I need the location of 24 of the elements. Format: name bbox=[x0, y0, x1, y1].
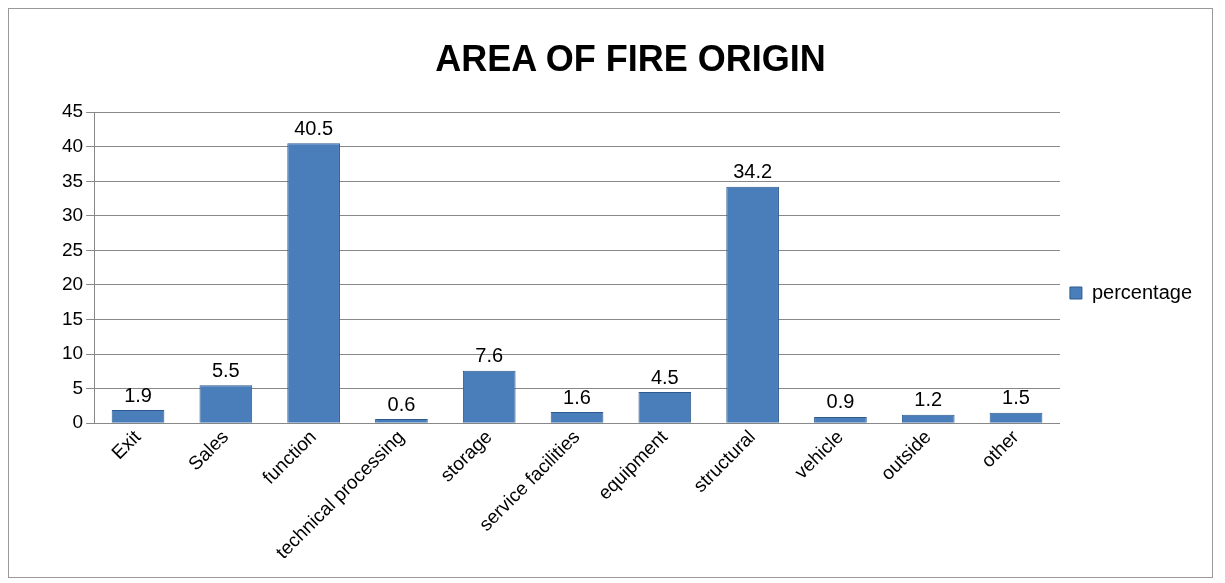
data-label: 0.9 bbox=[826, 390, 855, 413]
y-tick-label: 45 bbox=[61, 100, 84, 122]
data-label: 34.2 bbox=[733, 160, 773, 183]
y-tick-label: 15 bbox=[61, 307, 84, 329]
y-tick-label: 5 bbox=[72, 376, 84, 398]
y-tick-label: 0 bbox=[72, 411, 84, 433]
data-label: 0.6 bbox=[387, 392, 416, 415]
legend-label: percentage bbox=[1091, 280, 1192, 303]
chart-title: AREA OF FIRE ORIGIN bbox=[435, 37, 826, 79]
data-label: 5.5 bbox=[211, 358, 240, 381]
data-label: 7.6 bbox=[475, 344, 504, 367]
y-tick-label: 10 bbox=[61, 342, 84, 364]
data-label: 1.9 bbox=[124, 383, 152, 406]
data-label: 4.5 bbox=[650, 365, 679, 388]
y-tick-label: 35 bbox=[61, 169, 84, 191]
data-label: 40.5 bbox=[294, 116, 334, 139]
y-tick-label: 25 bbox=[61, 238, 84, 260]
x-tick-label: Exit bbox=[107, 425, 146, 464]
y-tick-label: 20 bbox=[61, 273, 84, 295]
data-label: 1.2 bbox=[914, 388, 943, 411]
y-tick-label: 40 bbox=[61, 134, 84, 156]
data-label: 1.6 bbox=[563, 385, 591, 408]
data-label: 1.5 bbox=[1002, 386, 1030, 409]
y-tick-label: 30 bbox=[61, 204, 84, 226]
